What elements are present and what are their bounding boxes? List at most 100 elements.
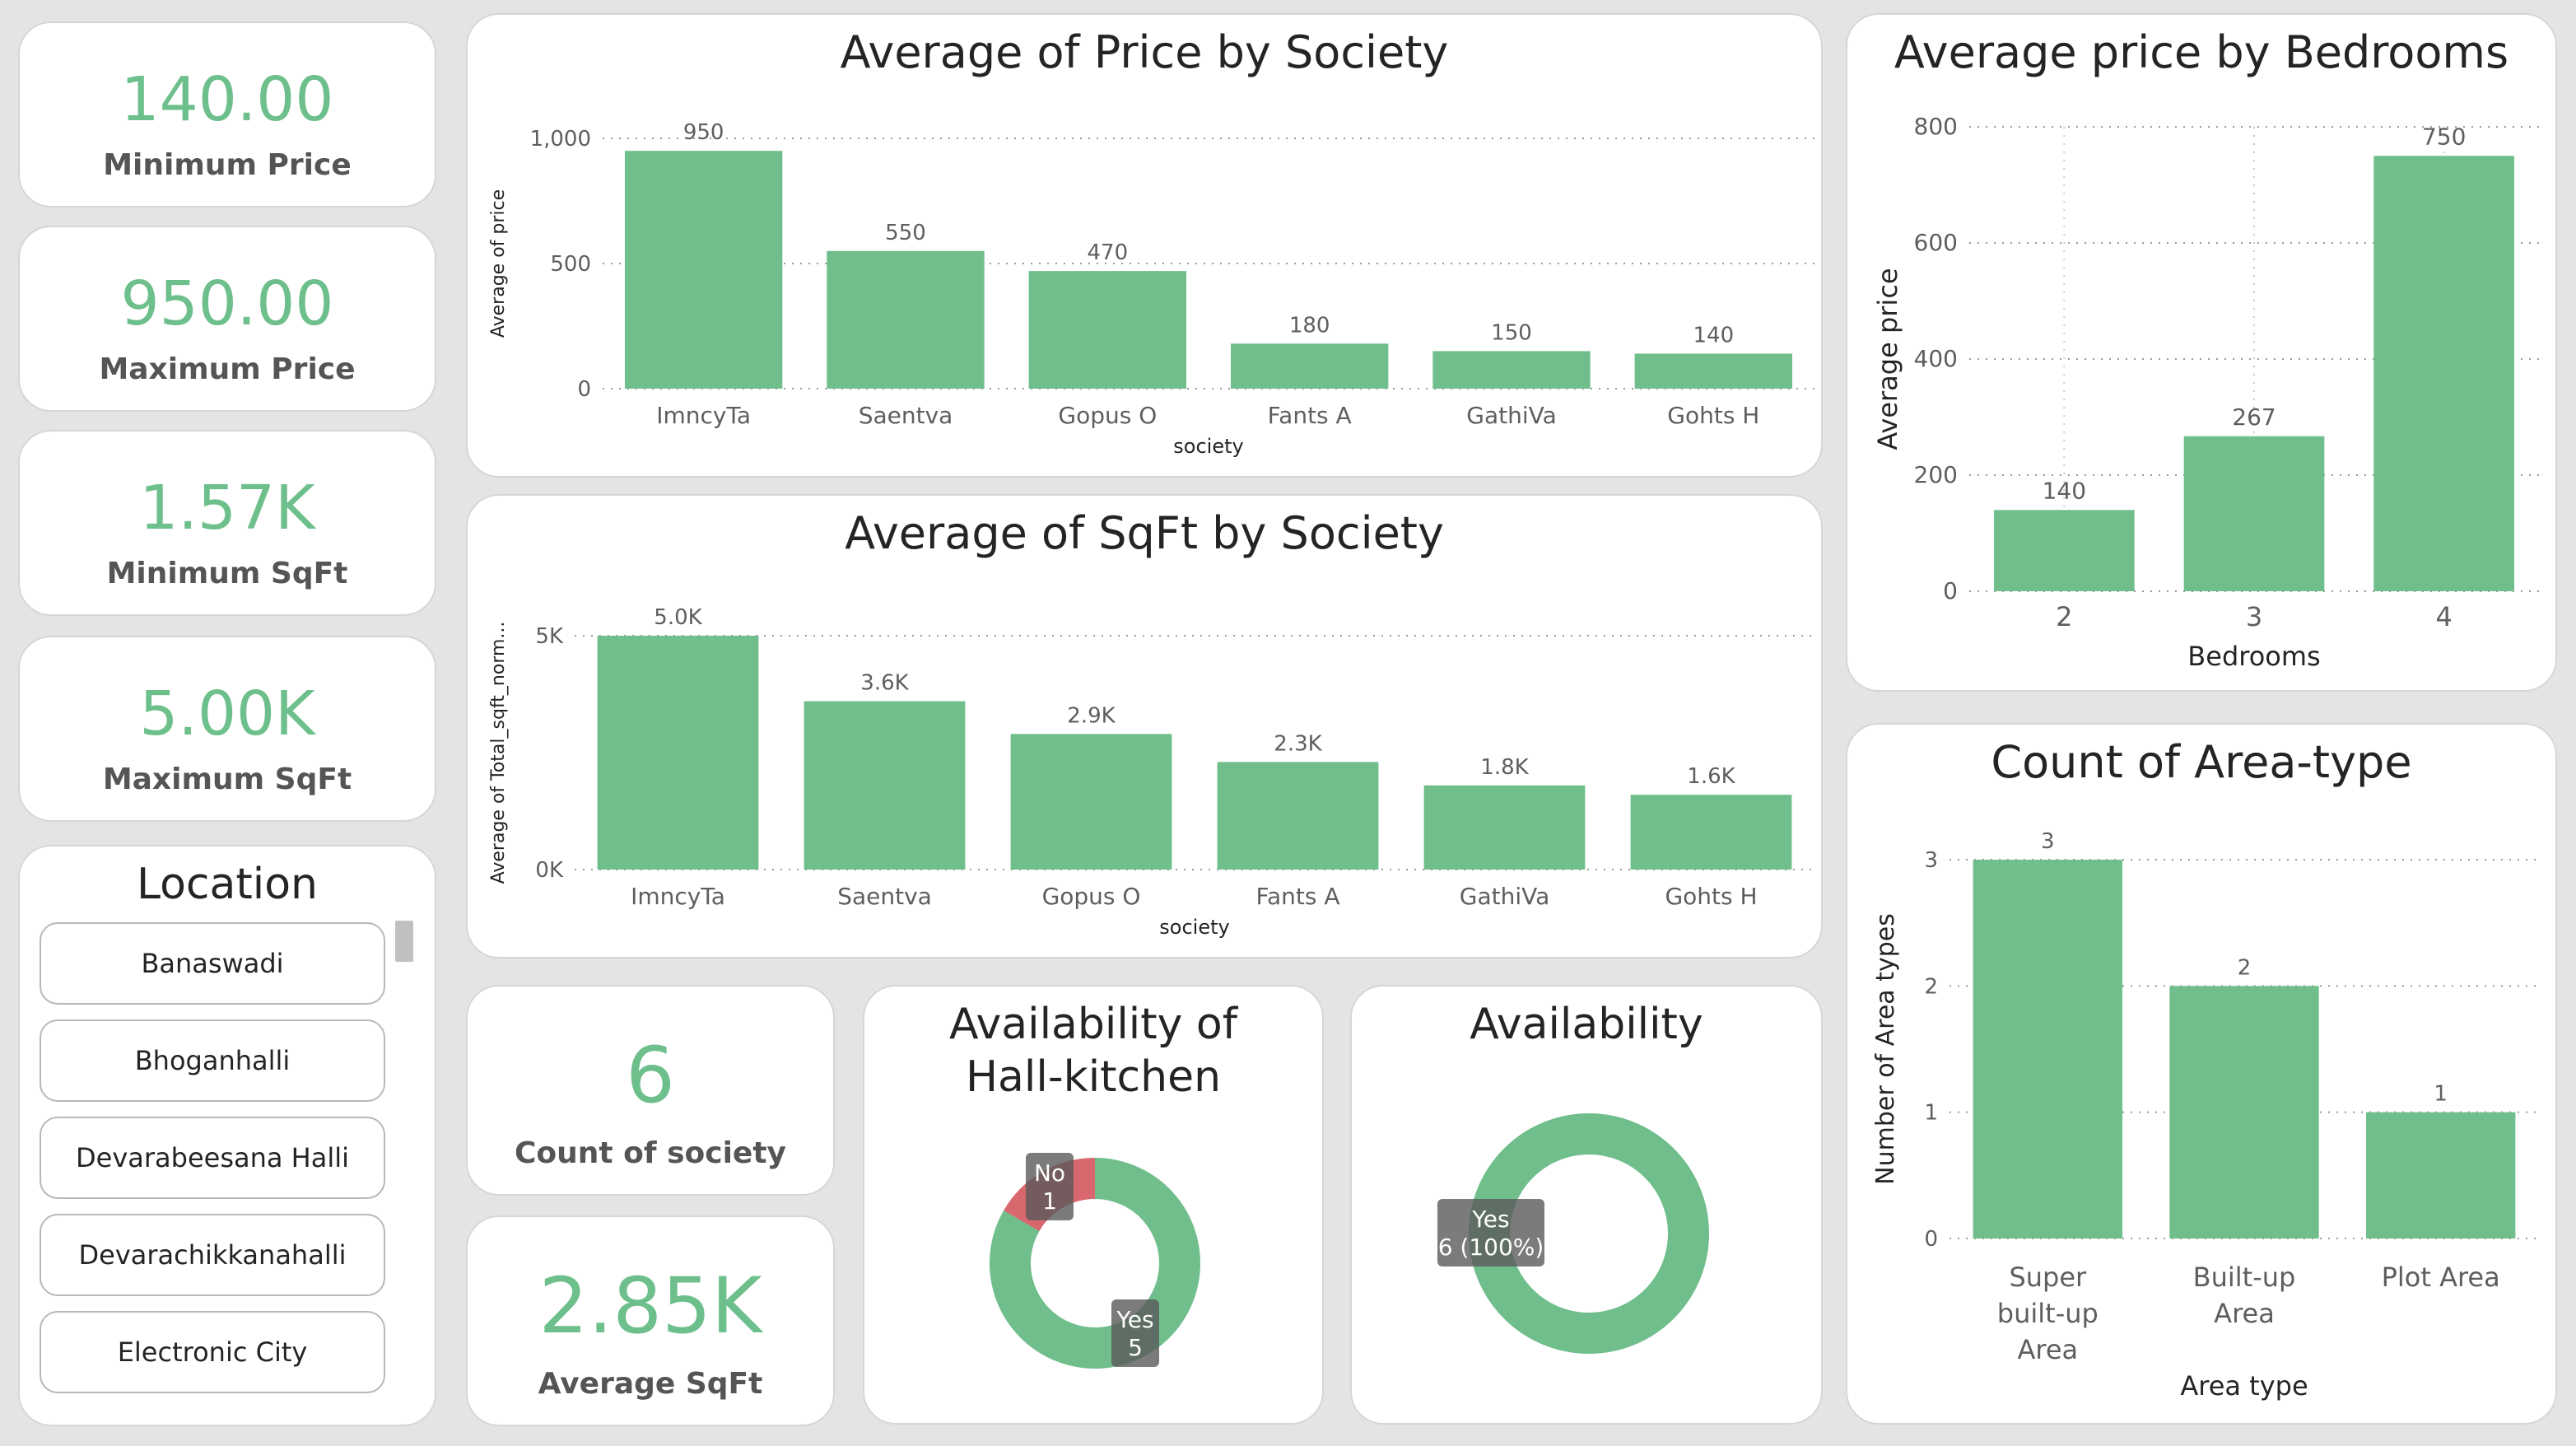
y-tick-label: 0 (1943, 577, 1958, 604)
x-tick-label: Area (2214, 1298, 2275, 1329)
x-tick-label: built-up (1997, 1298, 2099, 1329)
data-label: 140 (1693, 323, 1735, 348)
kpi-value: 5.00K (139, 679, 315, 749)
y-axis-title: Number of Area types (1871, 913, 1900, 1185)
slice-category-label: No (1034, 1159, 1065, 1187)
y-tick-label: 1 (1924, 1101, 1938, 1126)
data-label: 180 (1289, 313, 1330, 338)
data-label: 2.3K (1274, 731, 1322, 756)
bar (1634, 353, 1793, 389)
slicer-scrollbar[interactable] (395, 921, 413, 962)
count-area-type-svg: 0 1 2 3 3 Super built-up Area 2 Built-up Area 1 Plot… (1871, 829, 2539, 1402)
slice-label-box (1437, 1199, 1544, 1266)
slicer-item-bhoganhalli[interactable]: Bhoganhalli (40, 1019, 385, 1102)
bar (1630, 795, 1792, 870)
x-tick-label: Gohts H (1665, 883, 1757, 910)
bar (624, 151, 783, 389)
x-tick-label: Saentva (859, 402, 953, 429)
data-label: 1.8K (1480, 755, 1529, 780)
x-tick-label: ImncyTa (656, 402, 751, 429)
chart-availability: Availability Yes 6 (100%) (1350, 985, 1823, 1425)
x-tick-label: 3 (2246, 601, 2262, 632)
kpi-label: Maximum SqFt (102, 763, 352, 796)
y-tick-label: 600 (1914, 229, 1958, 256)
kpi-card-count-society: 6 Count of society (466, 985, 835, 1196)
price-by-society-svg: 0 500 1,000 950 ImncyTa 550 Saentva 470 Gopus O 1… (488, 120, 1814, 458)
location-slicer: Location Banaswadi Bhoganhalli Devarabee… (18, 845, 436, 1426)
bar (2169, 986, 2319, 1238)
x-axis-title: Area type (2180, 1370, 2308, 1402)
data-label: 750 (2422, 123, 2466, 150)
chart-hall-kitchen: Availability of Hall-kitchen Yes 5 No 1 (863, 985, 1324, 1425)
y-tick-label: 0 (1924, 1227, 1938, 1252)
bar (1028, 271, 1187, 389)
bar (2365, 1112, 2516, 1238)
bar (1230, 343, 1389, 389)
y-tick-label: 0 (577, 377, 591, 402)
x-axis-title: Bedrooms (2187, 641, 2320, 672)
x-tick-label: Built-up (2193, 1262, 2296, 1293)
data-label: 3 (2041, 829, 2055, 854)
chart-title: Count of Area-type (1991, 736, 2412, 788)
chart-count-area-type: Count of Area-type 0 1 2 3 3 Super built-up Are… (1846, 723, 2557, 1425)
data-label: 2 (2238, 955, 2252, 980)
kpi-label: Minimum Price (103, 148, 352, 182)
y-tick-label: 400 (1914, 345, 1958, 372)
bar (597, 636, 759, 870)
x-tick-label: Gopus O (1058, 402, 1157, 429)
y-axis-title: Average price (1872, 268, 1903, 450)
kpi-label: Count of society (514, 1136, 786, 1170)
kpi-card-max-price: 950.00 Maximum Price (18, 226, 436, 412)
kpi-card-avg-sqft: 2.85K Average SqFt (466, 1215, 835, 1426)
slicer-item-devarachikkanahalli[interactable]: Devarachikkanahalli (40, 1214, 385, 1296)
kpi-value: 140.00 (120, 64, 334, 135)
x-axis-title: society (1173, 435, 1243, 458)
slicer-title: Location (137, 860, 318, 909)
kpi-value: 6 (626, 1031, 675, 1121)
bar (1432, 351, 1591, 389)
slice-category-label: Yes (1471, 1206, 1509, 1233)
bar (1423, 785, 1586, 870)
chart-title: Average of Price by Society (840, 26, 1449, 78)
kpi-label: Maximum Price (99, 352, 356, 386)
data-label: 950 (683, 120, 724, 145)
chart-price-by-society: Average of Price by Society 0 500 1,000 950… (466, 13, 1823, 478)
kpi-card-min-sqft: 1.57K Minimum SqFt (18, 430, 436, 616)
y-tick-label: 500 (550, 252, 591, 277)
slicer-item-banaswadi[interactable]: Banaswadi (40, 922, 385, 1005)
slicer-item-electronic-city[interactable]: Electronic City (40, 1311, 385, 1393)
slice-value-label: 6 (100%) (1438, 1234, 1544, 1261)
data-label: 1 (2434, 1082, 2448, 1107)
slice-category-label: Yes (1116, 1306, 1153, 1333)
bar (2373, 156, 2515, 591)
x-tick-label: Fants A (1255, 883, 1339, 910)
data-label: 550 (885, 221, 926, 245)
y-tick-label: 2 (1924, 974, 1938, 999)
slice-label-box (1111, 1299, 1159, 1367)
slicer-item-devarabeesana-halli[interactable]: Devarabeesana Halli (40, 1117, 385, 1199)
data-label: 140 (2043, 477, 2086, 504)
slice-value-label: 5 (1128, 1334, 1143, 1361)
bar (1993, 510, 2135, 591)
y-tick-label: 800 (1914, 113, 1958, 140)
kpi-label: Average SqFt (538, 1367, 763, 1401)
x-tick-label: Super (2009, 1262, 2087, 1293)
data-label: 3.6K (860, 671, 909, 696)
x-axis-title: society (1159, 916, 1229, 939)
x-tick-label: Area (2018, 1334, 2079, 1365)
y-axis-title: Average of price (488, 189, 509, 338)
chart-sqft-by-society: Average of SqFt by Society 0K 5K 5.0K Imncy… (466, 494, 1823, 959)
sqft-by-society-svg: 0K 5K 5.0K ImncyTa 3.6K Saentva 2.9K Gopus O 2.3… (488, 605, 1814, 939)
kpi-value: 1.57K (139, 473, 315, 543)
chart-title: Average of SqFt by Society (845, 507, 1444, 559)
kpi-card-max-sqft: 5.00K Maximum SqFt (18, 636, 436, 822)
chart-title: Average price by Bedrooms (1894, 26, 2509, 78)
x-tick-label: Gopus O (1042, 883, 1141, 910)
x-tick-label: Fants A (1268, 402, 1352, 429)
bar (804, 701, 966, 870)
data-label: 150 (1491, 320, 1532, 345)
chart-price-by-bedrooms: Average price by Bedrooms 0 200 400 600 800 1… (1846, 13, 2557, 692)
price-by-bedrooms-svg: 0 200 400 600 800 140 2 267 3 750 4 Bedrooms Average… (1872, 113, 2539, 672)
